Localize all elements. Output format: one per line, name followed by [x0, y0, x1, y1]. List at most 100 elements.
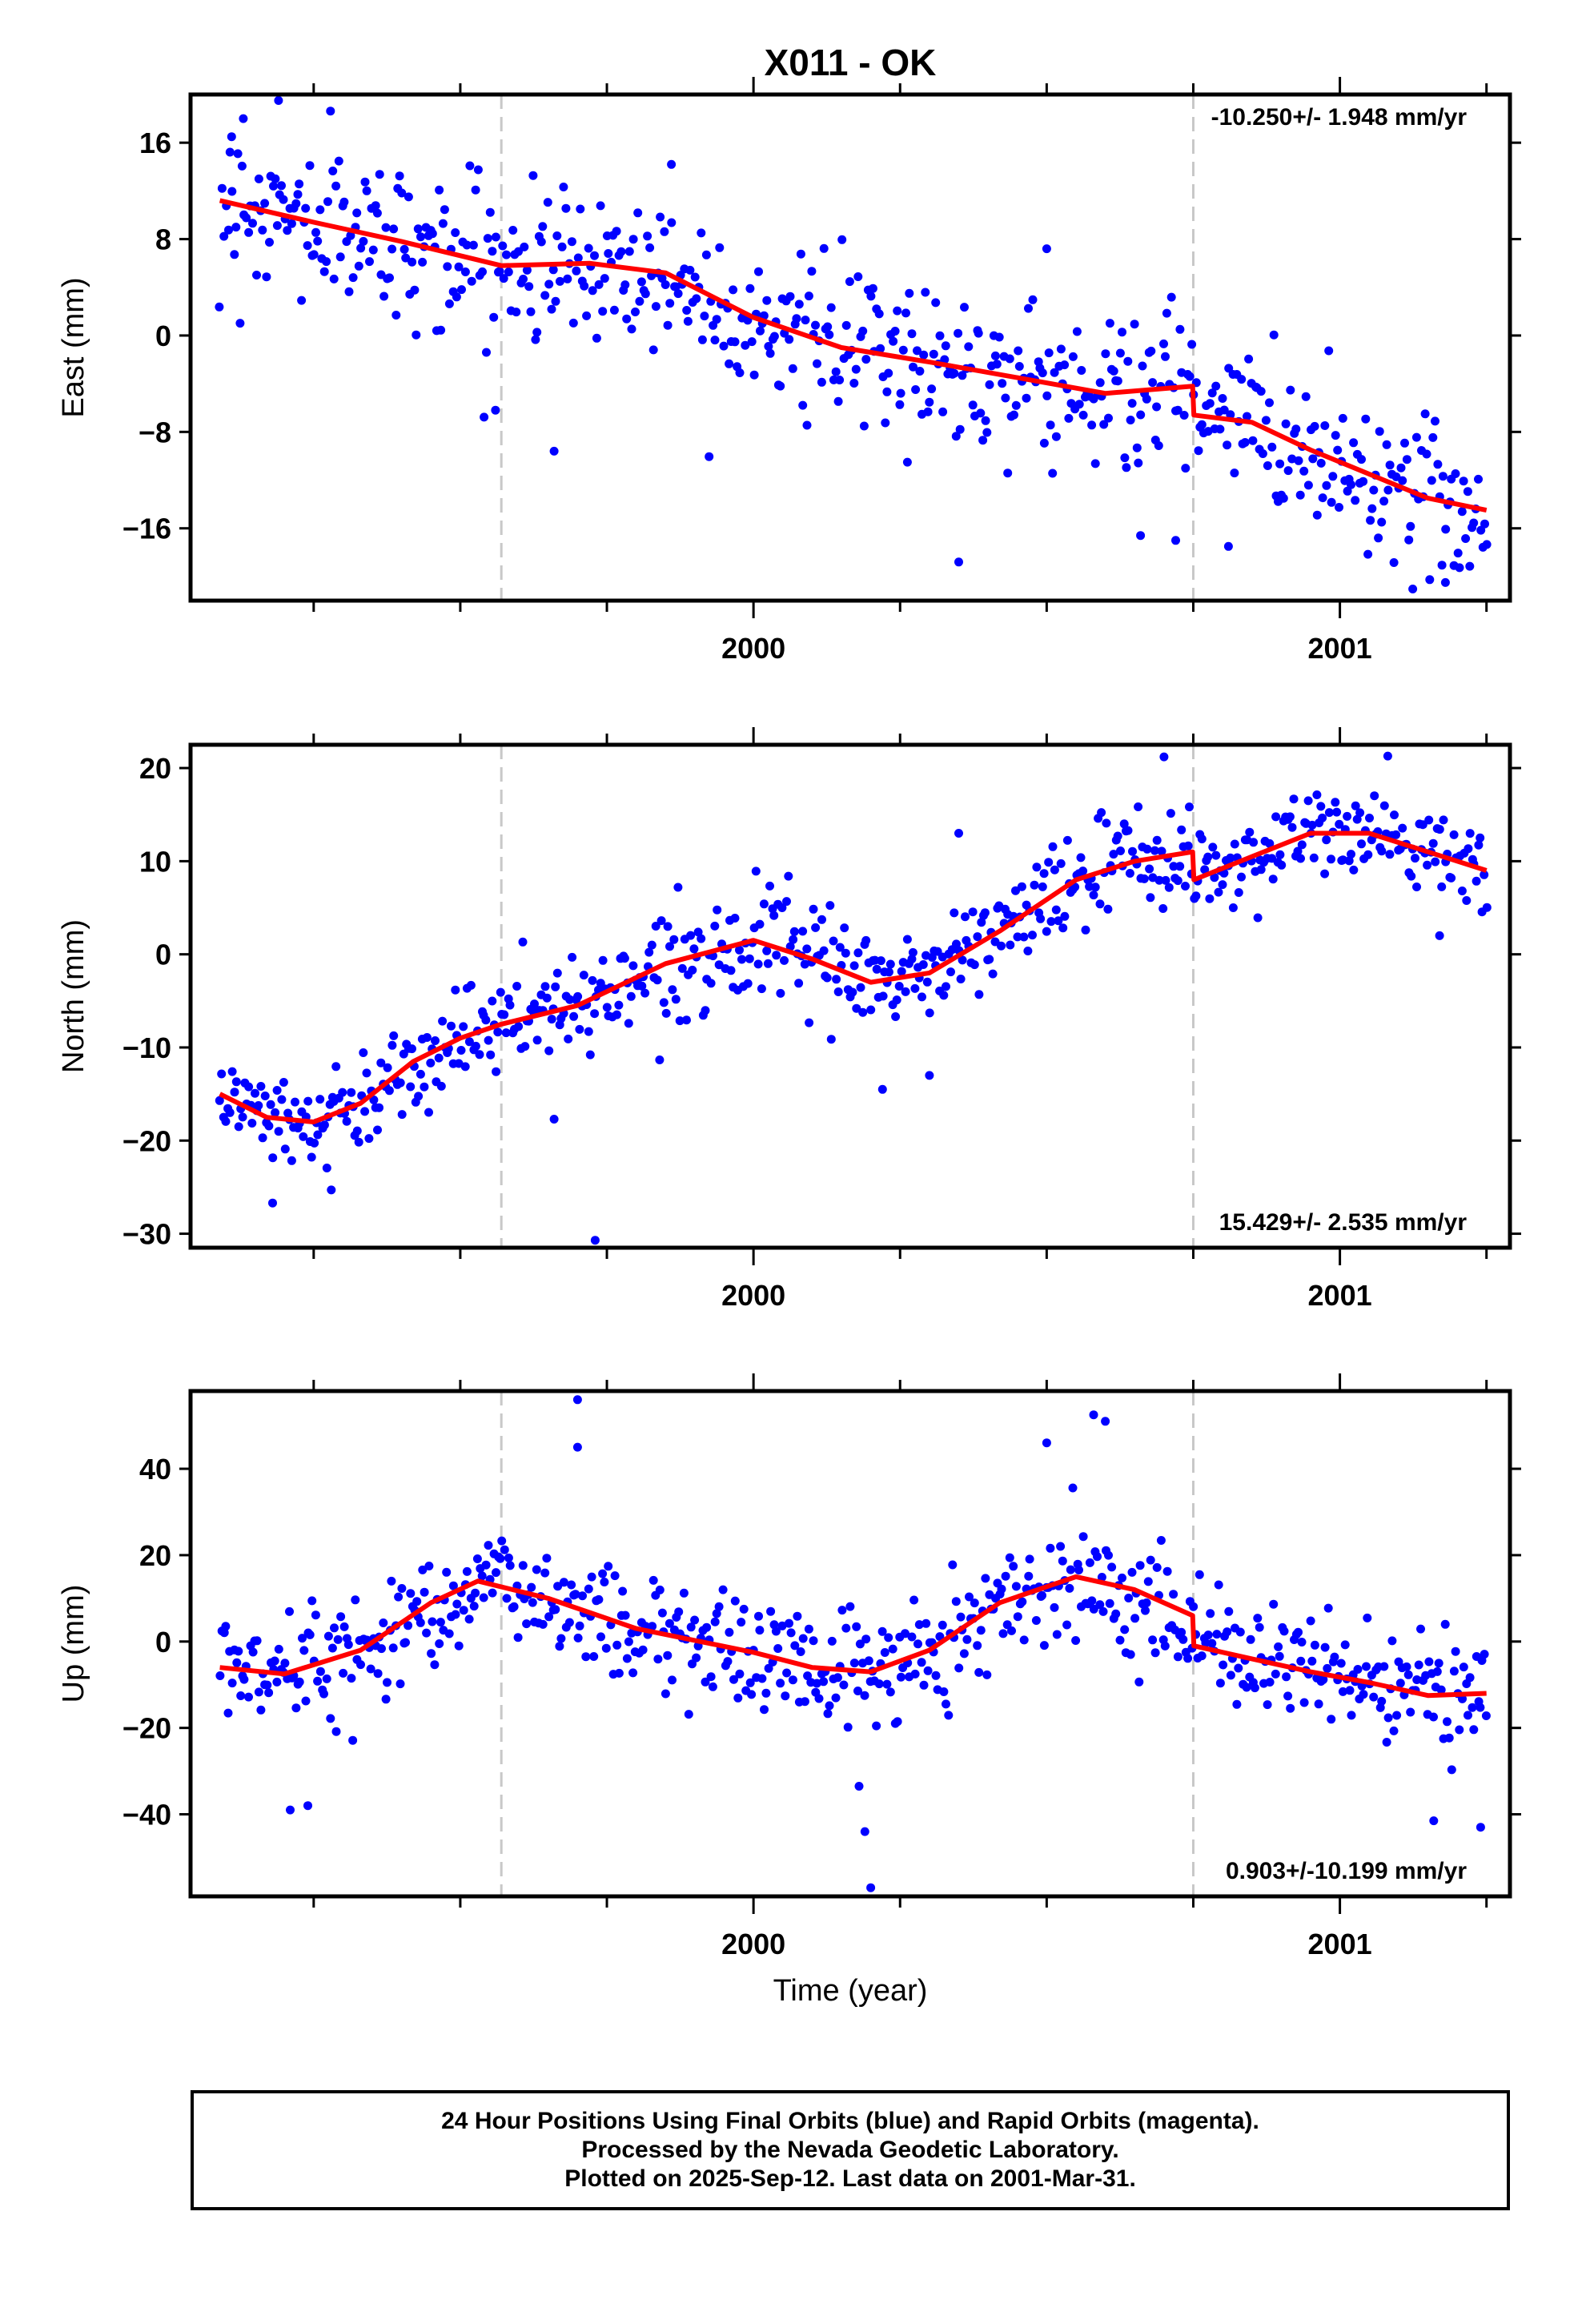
data-point: [1267, 442, 1277, 452]
data-point: [1335, 503, 1343, 512]
data-point: [788, 364, 797, 373]
data-point: [1183, 1654, 1193, 1663]
data-point: [1365, 814, 1374, 822]
data-point: [1166, 809, 1175, 818]
data-point: [1181, 882, 1190, 891]
data-point: [978, 436, 988, 445]
data-point: [921, 287, 930, 297]
data-point: [244, 227, 254, 237]
data-point: [622, 1654, 632, 1663]
data-point: [447, 1021, 456, 1031]
data-point: [395, 171, 404, 181]
data-point: [575, 1621, 584, 1630]
data-point: [230, 250, 239, 259]
data-point: [279, 195, 288, 204]
data-point: [1431, 416, 1439, 426]
data-point: [1219, 405, 1229, 415]
data-point: [1327, 1715, 1336, 1724]
data-point: [559, 1578, 568, 1587]
data-point: [854, 1782, 864, 1791]
data-point: [499, 274, 508, 283]
data-point: [974, 328, 983, 338]
data-point: [624, 1637, 633, 1647]
data-point: [592, 333, 601, 343]
data-point: [1340, 1640, 1350, 1650]
data-point: [910, 1669, 920, 1679]
data-point: [1071, 1636, 1081, 1645]
data-point: [790, 1641, 800, 1651]
data-point: [1087, 1596, 1097, 1606]
data-point: [1127, 399, 1137, 408]
data-point: [1214, 1580, 1223, 1590]
data-point: [549, 446, 559, 456]
data-point: [1169, 1590, 1178, 1599]
data-point: [923, 1666, 933, 1675]
data-point: [1074, 1566, 1083, 1574]
data-point: [956, 975, 966, 983]
rate-annotation: -10.250+/- 1.948 mm/yr: [1211, 104, 1468, 131]
data-point: [347, 1674, 356, 1683]
data-point: [1459, 1663, 1468, 1672]
rate-annotation: 0.903+/-10.199 mm/yr: [1226, 1858, 1467, 1884]
data-point: [822, 973, 832, 983]
data-point: [215, 1671, 225, 1680]
data-point: [311, 1610, 320, 1620]
data-point: [1237, 872, 1246, 882]
plot-frame: [188, 1389, 1512, 1899]
data-point: [1347, 1711, 1356, 1720]
data-point: [1248, 436, 1258, 445]
data-point: [438, 219, 448, 228]
data-point: [1014, 346, 1023, 356]
data-point: [457, 285, 466, 295]
data-point: [860, 1827, 869, 1836]
data-point: [782, 1668, 792, 1678]
data-point: [944, 1711, 954, 1720]
data-point: [1207, 1638, 1217, 1648]
data-point: [1351, 496, 1360, 505]
data-point: [1194, 446, 1203, 456]
rate-annotation: 15.429+/- 2.535 mm/yr: [1219, 1209, 1468, 1236]
data-point: [301, 203, 311, 213]
data-point: [796, 1647, 805, 1656]
data-point: [1050, 368, 1059, 377]
data-point: [1223, 1627, 1232, 1637]
data-point: [598, 1569, 608, 1578]
data-point: [1427, 476, 1436, 485]
data-point: [910, 983, 920, 993]
data-point: [394, 1592, 404, 1602]
data-point: [1101, 349, 1110, 359]
data-point: [729, 1675, 738, 1684]
x-tick-label: 2000: [721, 1279, 785, 1312]
data-point: [1226, 853, 1235, 862]
data-point: [352, 1126, 362, 1136]
data-point: [726, 966, 736, 975]
data-point: [714, 1602, 724, 1611]
x-tick-label: 2001: [1308, 1279, 1372, 1312]
data-point: [673, 883, 683, 892]
data-point: [959, 1649, 969, 1659]
data-point: [428, 1617, 437, 1626]
data-point: [901, 1629, 909, 1638]
data-point: [777, 903, 787, 912]
data-point: [260, 1092, 270, 1100]
data-point: [379, 292, 389, 301]
data-point: [909, 1595, 919, 1605]
data-point: [1126, 1650, 1135, 1659]
data-point: [488, 247, 497, 256]
data-point: [1465, 829, 1475, 838]
data-point: [819, 1677, 829, 1687]
data-point: [839, 1680, 849, 1690]
data-point: [860, 1691, 869, 1700]
data-point: [1139, 874, 1149, 883]
data-point: [737, 955, 746, 964]
data-point: [454, 262, 464, 271]
data-point: [915, 367, 925, 376]
data-point: [254, 1101, 263, 1110]
data-point: [427, 1649, 436, 1659]
data-point: [315, 205, 325, 215]
data-point: [710, 336, 720, 345]
data-point: [1411, 432, 1421, 442]
data-point: [701, 1677, 710, 1687]
data-point: [359, 1048, 368, 1057]
y-tick-label: 0: [155, 1626, 171, 1659]
